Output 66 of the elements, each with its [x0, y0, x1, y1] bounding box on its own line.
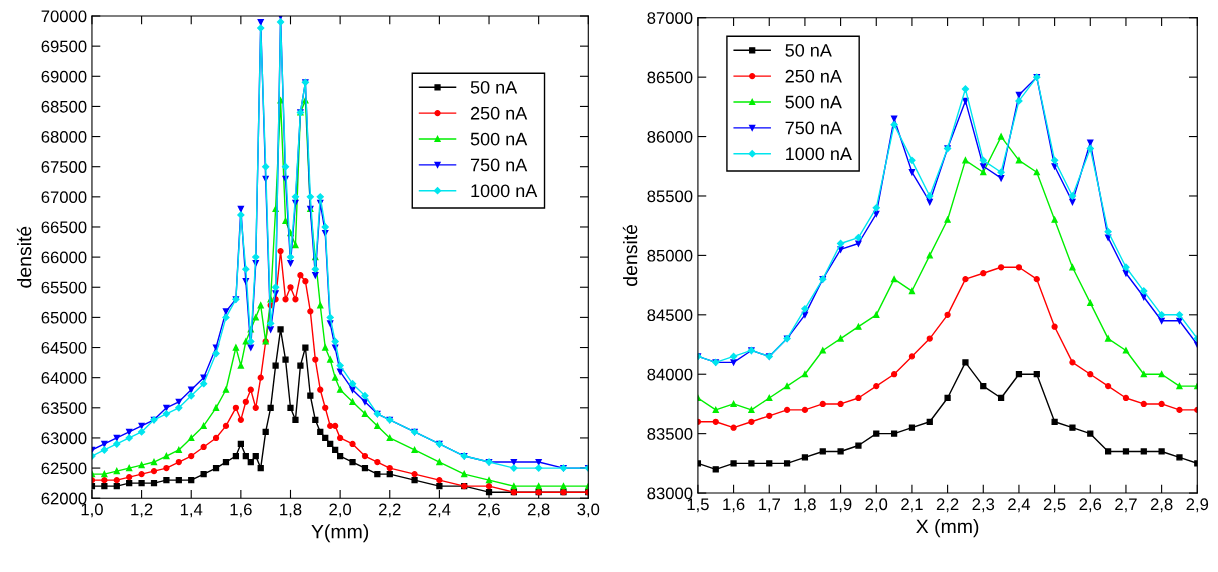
legend-label: 750 nA	[470, 158, 528, 172]
x-tick-label: 1,8	[280, 503, 302, 518]
x-tick-label: 2,2	[936, 498, 959, 513]
y-tick-label: 68000	[41, 130, 87, 143]
y-tick-label: 62000	[41, 492, 87, 505]
x-tick-label: 1,6	[230, 503, 252, 518]
y-tick-label: 83500	[647, 428, 693, 440]
y-tick-label: 69000	[41, 70, 87, 83]
y-tick-label: 69500	[41, 40, 87, 53]
x-tick-label: 1,9	[830, 498, 852, 513]
y-tick-label: 66500	[41, 221, 87, 234]
y-tick-label: 70000	[41, 10, 87, 23]
x-tick-label: 2,4	[428, 503, 451, 518]
x-tick-label: 2,0	[865, 498, 888, 513]
x-tick-label: 2,7	[1115, 498, 1137, 513]
x-tick-label: 2,1	[901, 498, 923, 513]
legend-label: 50 nA	[785, 43, 832, 57]
x-tick-label: 2,6	[478, 503, 500, 518]
y-tick-label: 62500	[41, 462, 87, 475]
y-tick-label: 67500	[41, 161, 87, 173]
y-tick-label: 87000	[647, 12, 693, 24]
x-tick-label: 2,4	[1008, 498, 1031, 513]
x-tick-label: 1,6	[723, 498, 745, 513]
x-tick-label: 2,5	[1043, 498, 1066, 513]
x-tick-label: 2,6	[1079, 498, 1102, 513]
y-axis-title: densité	[16, 226, 32, 288]
y-tick-label: 63000	[41, 432, 87, 445]
legend-label: 750 nA	[785, 121, 842, 135]
x-tick-label: 2,9	[1186, 498, 1209, 513]
x-tick-label: 1,2	[131, 503, 153, 518]
y-tick-label: 63500	[41, 402, 87, 414]
legend-label: 250 nA	[470, 106, 528, 120]
y-tick-label: 66000	[41, 251, 87, 264]
x-tick-label: 1,5	[687, 498, 709, 513]
y-tick-label: 83000	[647, 487, 693, 500]
y-tick-label: 84000	[647, 368, 693, 381]
legend-label: 500 nA	[785, 95, 842, 109]
legend-label: 500 nA	[470, 132, 528, 146]
y-tick-label: 65500	[41, 281, 87, 294]
x-tick-label: 2,8	[527, 503, 550, 518]
x-tick-label: 1,4	[180, 503, 203, 518]
y-axis-title: densité	[622, 224, 638, 286]
legend-label: 50 nA	[470, 80, 518, 94]
y-tick-label: 86500	[647, 71, 693, 84]
x-tick-label: 2,8	[1150, 498, 1173, 513]
x-tick-label: 1,0	[81, 503, 103, 518]
y-tick-label: 64500	[41, 341, 87, 354]
x-tick-label: 2,2	[379, 503, 401, 518]
y-tick-label: 65000	[41, 311, 87, 324]
x-tick-label: 1,8	[794, 498, 816, 513]
x-tick-label: 2,3	[972, 498, 995, 513]
y-tick-label: 64000	[41, 372, 87, 384]
legend-label: 1000 nA	[471, 184, 538, 198]
y-tick-label: 85500	[647, 190, 693, 203]
y-tick-label: 68500	[41, 100, 87, 113]
x-axis-title: Y(mm)	[311, 524, 369, 543]
x-tick-label: 1,7	[758, 498, 780, 513]
x-tick-label: 2,0	[329, 503, 352, 518]
x-axis-title: X (mm)	[916, 519, 979, 538]
y-tick-label: 67000	[41, 191, 87, 204]
y-tick-label: 85000	[647, 249, 693, 262]
y-tick-label: 86000	[647, 130, 693, 143]
x-tick-label: 3,0	[577, 503, 600, 518]
legend-label: 250 nA	[785, 69, 842, 83]
y-tick-label: 84500	[647, 309, 693, 322]
legend-label: 1000 nA	[786, 147, 852, 161]
